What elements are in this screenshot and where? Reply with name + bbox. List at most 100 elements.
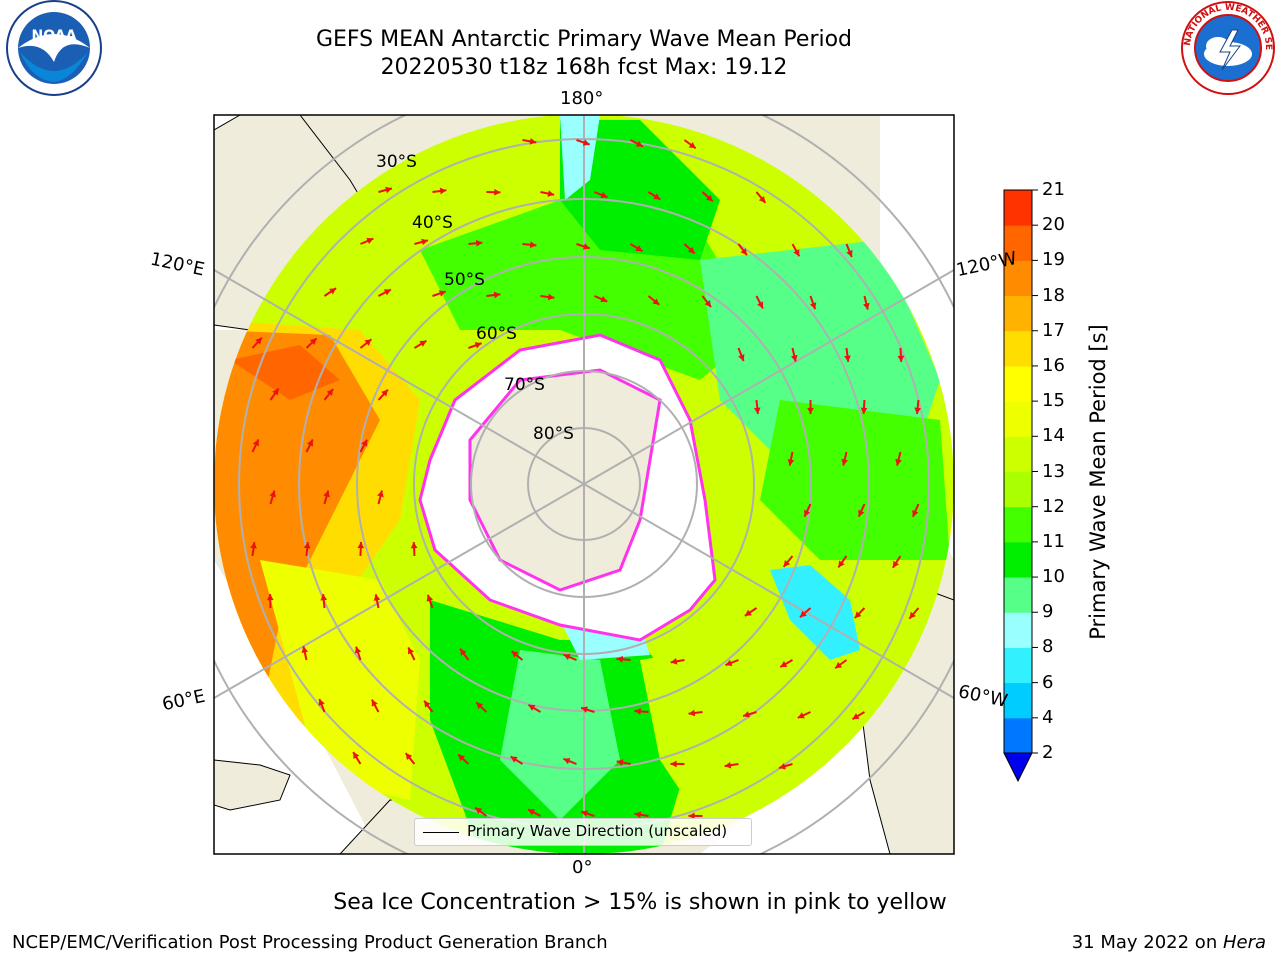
wave-arrow-head <box>529 241 537 249</box>
wave-arrow-head <box>799 610 807 618</box>
legend-label: Primary Wave Direction (unscaled) <box>467 822 728 840</box>
colorbar-segment <box>1004 295 1032 332</box>
wave-arrow-head <box>635 245 643 252</box>
map-legend: Primary Wave Direction (unscaled) <box>414 818 752 846</box>
wave-arrow-head <box>706 194 713 202</box>
wave-arrow-head <box>419 340 427 347</box>
wave-arrow-head <box>858 509 865 517</box>
wave-arrow-head <box>385 186 392 194</box>
wave-arrow-head <box>744 609 752 616</box>
wave-arrow-head <box>704 300 712 308</box>
legend-line-swatch <box>423 832 459 833</box>
footer-date: 31 May 2022 on Hera <box>1072 932 1266 953</box>
wave-arrow-head <box>318 698 325 706</box>
colorbar-tick-label: 21 <box>1042 179 1065 200</box>
noaa-logo-text: NOAA <box>32 28 77 44</box>
wave-arrow-head <box>439 187 447 195</box>
colorbar-tick-label: 20 <box>1042 214 1065 236</box>
wave-arrow-head <box>266 594 274 601</box>
wave-arrow-head <box>320 594 328 601</box>
wave-arrow-head <box>688 709 696 717</box>
wave-arrow-head <box>529 138 537 145</box>
wave-arrow-head <box>329 288 337 295</box>
wave-arrow-head <box>563 757 571 765</box>
wave-arrow-head <box>326 388 334 396</box>
wave-direction-arrows <box>250 138 921 820</box>
lat-label-30s: 30°S <box>376 152 417 172</box>
colorbar-tick-label: 15 <box>1042 390 1065 412</box>
wave-arrow-head <box>323 490 330 498</box>
wave-arrow-head <box>793 249 800 257</box>
wave-arrow-head <box>835 661 843 669</box>
colorbar-title: Primary Wave Mean Period [s] <box>1086 324 1110 640</box>
wave-arrow-head <box>807 407 814 414</box>
colorbar-segment <box>1004 330 1032 367</box>
wave-arrow-head <box>809 302 817 310</box>
wave-arrow-head <box>779 763 786 770</box>
wave-arrow-head <box>852 713 860 720</box>
wave-arrow-head <box>421 238 428 246</box>
wave-arrow-head <box>635 140 643 147</box>
wave-arrow-head <box>547 293 555 301</box>
wave-arrow-head <box>687 246 695 254</box>
wave-arrow-head <box>758 195 766 203</box>
wave-arrow-head <box>895 458 902 466</box>
wave-arrow-head <box>688 812 695 820</box>
colorbar-tick-label: 12 <box>1042 495 1065 517</box>
wave-arrow-head <box>438 290 446 297</box>
colorbar-tick-label: 10 <box>1042 566 1065 588</box>
wave-arrow-head <box>634 811 642 819</box>
colorbar-segment <box>1004 365 1032 402</box>
map-frame <box>213 114 955 855</box>
wave-arrow-head <box>528 704 536 711</box>
wave-arrow-head <box>616 759 624 766</box>
wave-arrow-head <box>383 289 391 296</box>
nws-logo: NATIONAL WEATHER SERVICE <box>1173 0 1280 104</box>
wave-arrow-head <box>474 342 482 349</box>
wave-arrow-head <box>424 700 431 708</box>
wave-arrow-head <box>475 239 483 247</box>
wave-arrow-head <box>460 648 467 656</box>
wave-arrow-head <box>476 702 484 710</box>
lat-label-80s: 80°S <box>533 424 574 444</box>
wave-arrow-head <box>860 407 868 414</box>
wave-arrow-head <box>652 298 660 305</box>
wave-arrow-head <box>854 611 862 619</box>
footer-date-text: 31 May 2022 on <box>1071 932 1223 953</box>
wave-arrow-head <box>405 753 413 760</box>
colorbar-segment <box>1004 506 1032 543</box>
wave-arrow-head <box>303 542 311 549</box>
wave-arrow-head <box>255 337 262 345</box>
lat-label-50s: 50°S <box>444 270 485 290</box>
wave-arrow-head <box>301 646 309 654</box>
wave-arrow-head <box>582 139 590 146</box>
colorbar-tick-label: 9 <box>1042 601 1054 623</box>
wave-arrow-head <box>381 389 388 397</box>
wave-arrow-head <box>407 647 415 655</box>
wave-arrow-head <box>670 760 677 768</box>
wave-arrow-head <box>783 559 791 567</box>
wave-arrow-head <box>510 756 518 763</box>
colorbar-tick-label: 6 <box>1042 671 1054 693</box>
wave-arrow-head <box>366 237 374 245</box>
wave-arrow-head <box>670 658 678 665</box>
colorbar-under-extension <box>1003 752 1033 783</box>
colorbar-segment <box>1004 225 1032 261</box>
lon-label-0: 0° <box>572 857 593 878</box>
colorbar-segment <box>1004 612 1032 648</box>
wave-arrow-head <box>688 141 696 149</box>
wave-arrow-head <box>354 646 362 654</box>
colorbar-segment <box>1004 190 1032 226</box>
graticule <box>214 115 954 854</box>
wave-arrow-head <box>563 653 571 661</box>
wave-arrow-head <box>757 301 764 309</box>
wave-arrow-head <box>897 355 905 362</box>
colorbar-segment <box>1004 541 1032 578</box>
wave-arrow-head <box>361 439 368 447</box>
wave-arrow-head <box>909 611 916 619</box>
wave-arrow-head <box>914 407 921 414</box>
colorbar-tick-label: 13 <box>1042 460 1065 482</box>
colorbar-tick-label: 16 <box>1042 354 1065 376</box>
wave-arrow-head <box>724 761 732 769</box>
